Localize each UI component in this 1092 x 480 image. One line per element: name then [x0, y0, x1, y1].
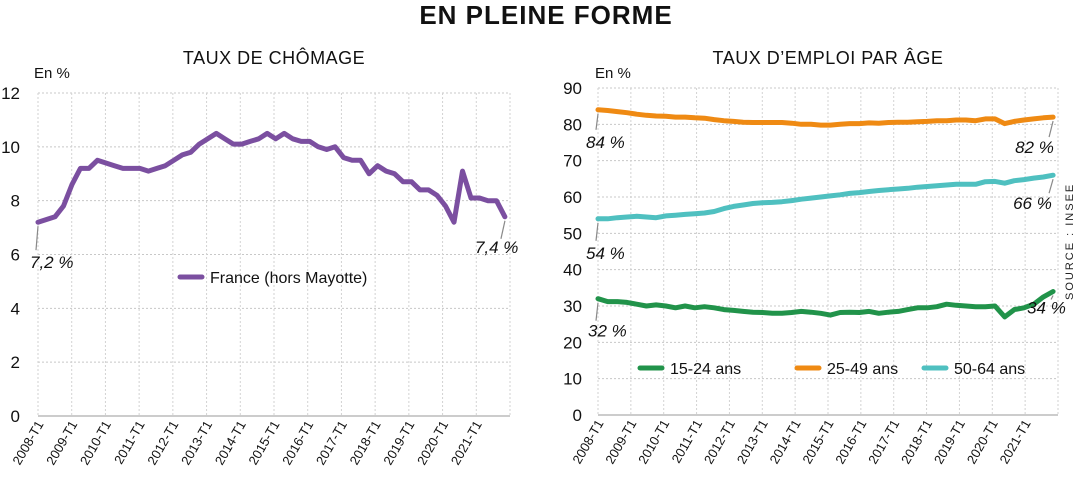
- annotation-label: 34 %: [1027, 298, 1066, 317]
- y-tick-label: 20: [563, 333, 582, 352]
- y-tick-label: 12: [1, 84, 20, 103]
- y-tick-label: 50: [563, 224, 582, 243]
- y-tick-label: 30: [563, 297, 582, 316]
- y-tick-label: 80: [563, 115, 582, 134]
- y-tick-label: 60: [563, 188, 582, 207]
- x-tick-label: 2015-T1: [799, 417, 836, 466]
- annotation-label: 66 %: [1013, 194, 1052, 213]
- x-tick-label: 2018-T1: [347, 418, 384, 467]
- series-line-1: [595, 289, 1056, 320]
- annotation-leader: [1050, 295, 1054, 300]
- x-tick-label: 2014-T1: [767, 417, 804, 466]
- series-line-2: [595, 107, 1056, 128]
- x-tick-label: 2016-T1: [279, 418, 316, 467]
- x-tick-label: 2019-T1: [380, 418, 417, 467]
- y-tick-label: 10: [1, 138, 20, 157]
- legend-label: 25-49 ans: [827, 361, 898, 378]
- x-tick-label: 2016-T1: [832, 417, 869, 466]
- source-label: SOURCE : INSEE: [1064, 182, 1076, 300]
- annotation-leader: [1048, 120, 1054, 138]
- x-tick-label: 2010-T1: [635, 417, 672, 466]
- x-tick-label: 2013-T1: [178, 418, 215, 467]
- x-tick-label: 2012-T1: [144, 418, 181, 467]
- annotation-label: 84 %: [586, 133, 625, 152]
- y-tick-label: 2: [11, 353, 20, 372]
- y-tick-label: 0: [573, 406, 582, 425]
- annotation-leader: [500, 220, 506, 239]
- x-tick-label: 2011-T1: [111, 418, 148, 467]
- x-tick-label: 2018-T1: [898, 417, 935, 466]
- x-tick-label: 2009-T1: [43, 418, 80, 467]
- annotation-leader: [595, 113, 599, 130]
- annotation-label: 82 %: [1015, 138, 1054, 157]
- series-line-1: [35, 130, 508, 225]
- x-tick-label: 2010-T1: [77, 418, 114, 467]
- chart-title: TAUX D’EMPLOI PAR ÂGE: [713, 48, 944, 68]
- employment-chart: TAUX D’EMPLOI PAR ÂGE En % 0 10 20 30 40 50 60 70…: [563, 48, 1066, 466]
- y-tick-label: 70: [563, 152, 582, 171]
- annotation-leader: [1048, 179, 1054, 194]
- y-tick-label: 40: [563, 261, 582, 280]
- series-line-3: [595, 172, 1056, 222]
- page-title: EN PLEINE FORME: [419, 0, 673, 30]
- annotation-leader: [595, 302, 599, 321]
- legend-label: 15-24 ans: [670, 361, 741, 378]
- x-tick-label: 2017-T1: [865, 417, 902, 466]
- chart-title: TAUX DE CHÔMAGE: [183, 47, 365, 68]
- unit-label: En %: [34, 65, 70, 82]
- annotation-label: 7,4 %: [475, 238, 518, 257]
- annotation-label: 32 %: [588, 322, 627, 341]
- x-tick-label: 2013-T1: [734, 417, 771, 466]
- x-tick-label: 2009-T1: [602, 417, 639, 466]
- y-tick-label: 8: [11, 192, 20, 211]
- x-tick-label: 2019-T1: [931, 417, 968, 466]
- x-tick-label: 2011-T1: [668, 417, 705, 466]
- x-tick-label: 2017-T1: [313, 418, 350, 467]
- legend-label: France (hors Mayotte): [210, 270, 367, 287]
- y-tick-label: 4: [11, 299, 20, 318]
- y-tick-label: 10: [563, 370, 582, 389]
- y-tick-label: 0: [11, 407, 20, 426]
- x-tick-label: 2021-T1: [448, 418, 485, 467]
- annotation-leader: [595, 222, 599, 241]
- x-tick-label: 2020-T1: [964, 417, 1001, 466]
- x-tick-label: 2021-T1: [997, 417, 1034, 466]
- annotation-leader: [35, 226, 39, 251]
- y-tick-label: 6: [11, 246, 20, 265]
- unit-label: En %: [595, 65, 631, 82]
- x-tick-label: 2014-T1: [212, 418, 249, 467]
- y-tick-label: 90: [563, 79, 582, 98]
- annotation-label: 54 %: [586, 244, 625, 263]
- x-tick-label: 2015-T1: [245, 418, 282, 467]
- legend-label: 50-64 ans: [954, 361, 1025, 378]
- x-tick-label: 2012-T1: [701, 417, 738, 466]
- annotation-label: 7,2 %: [30, 253, 73, 272]
- x-tick-label: 2020-T1: [414, 418, 451, 467]
